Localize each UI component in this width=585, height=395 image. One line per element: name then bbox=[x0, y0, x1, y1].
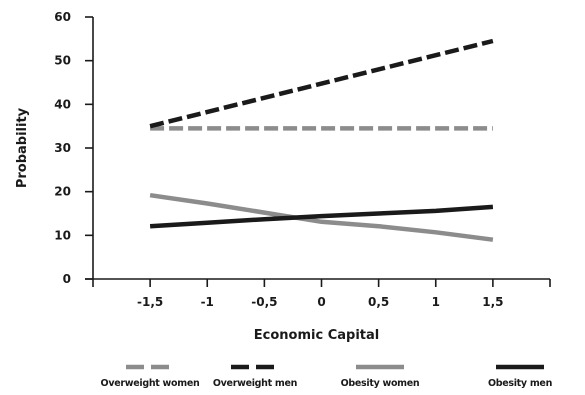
axes: 0 10 20 30 40 50 60 -1,5 -1 -0,5 0 0,5 1 1,5 bbox=[54, 10, 551, 309]
series-line-overweight-men bbox=[149, 38, 494, 129]
x-tick-label: -0,5 bbox=[251, 295, 277, 309]
y-tick-label: 40 bbox=[54, 97, 71, 111]
legend-label: Overweight men bbox=[213, 378, 298, 389]
legend-label: Overweight women bbox=[101, 378, 200, 389]
x-tick-label: 0,5 bbox=[368, 295, 389, 309]
y-tick-label: 60 bbox=[54, 10, 71, 24]
y-tick-label: 20 bbox=[54, 185, 71, 199]
y-tick-label: 50 bbox=[54, 54, 71, 68]
x-tick-label: 0 bbox=[317, 295, 325, 309]
y-axis-title: Probability bbox=[15, 107, 30, 188]
x-tick-label: -1,5 bbox=[137, 295, 163, 309]
x-tick-label: 1 bbox=[432, 295, 440, 309]
y-tick-label: 0 bbox=[63, 272, 71, 286]
legend-label: Obesity men bbox=[488, 378, 553, 389]
series-line-obesity-men bbox=[149, 204, 494, 229]
legend-label: Obesity women bbox=[341, 378, 420, 389]
x-tick-label: -1 bbox=[201, 295, 214, 309]
series-layer bbox=[149, 38, 494, 242]
legend: Overweight women Overweight men Obesity wo… bbox=[101, 364, 553, 389]
y-tick-label: 10 bbox=[54, 228, 71, 242]
x-tick-label: 1,5 bbox=[482, 295, 503, 309]
y-tick-label: 30 bbox=[54, 141, 71, 155]
x-axis-title: Economic Capital bbox=[254, 328, 379, 343]
series-line-obesity-women bbox=[149, 192, 494, 242]
